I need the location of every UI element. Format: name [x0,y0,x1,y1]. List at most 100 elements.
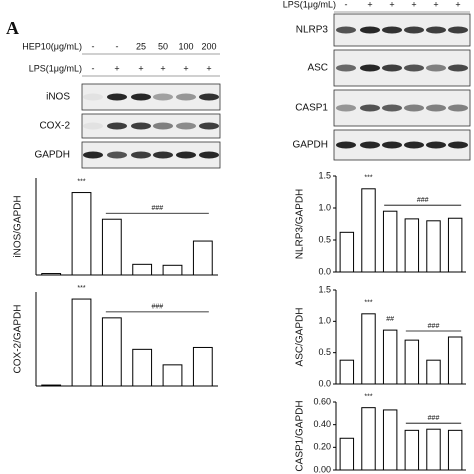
blot-band [153,151,173,159]
blot-band [336,26,356,34]
annotation: ### [151,304,163,311]
blot-band [360,64,380,72]
y-axis-label: NLRP3/GAPDH [295,189,306,260]
y-tick-label: 0.40 [313,419,331,429]
blot-band [426,64,446,72]
blot-band [131,93,151,101]
panel-label: A [6,18,19,38]
treatment-value: 100 [178,41,193,51]
annotation: *** [364,300,372,307]
y-axis-label: COX-2/GAPDH [13,305,24,374]
blot-band [336,64,356,72]
treatment-value: + [160,63,165,73]
bar [41,273,62,276]
bar [426,428,441,471]
bar [71,192,92,276]
blot-band [382,64,402,72]
treatment-value: 50 [158,41,168,51]
blot-row-label: iNOS [46,92,70,103]
y-tick-label: 0.0 [318,378,331,388]
y-axis-label: CASP1/GAPDH [295,400,306,471]
blot-band [448,26,468,34]
treatment-value: + [433,0,438,9]
blot-band [448,64,468,72]
bar [132,348,153,387]
blot-band [426,26,446,34]
y-tick-label: 0.0 [318,266,331,276]
bar [426,220,441,273]
blot-band [199,93,219,101]
blot-band [426,141,446,149]
bar [41,384,62,387]
blot-row-label: CASP1 [295,103,328,114]
blot-band [448,104,468,112]
y-axis-label: iNOS/GAPDH [13,195,24,257]
treatment-value: + [455,0,460,9]
y-tick-label: 0.20 [313,442,331,452]
blot-band [153,93,173,101]
y-tick-label: 0.60 [313,396,331,406]
bar [192,346,213,387]
blot-band [404,104,424,112]
blot-band [382,141,402,149]
bar [339,231,355,273]
treatment-value: + [138,63,143,73]
treatment-value: + [389,0,394,9]
blot-row-label: GAPDH [292,140,328,151]
treatment-value: - [92,63,95,73]
treatment-value: - [92,41,95,51]
blot-row-label: COX-2 [39,121,70,132]
bar [101,218,122,276]
bar [426,359,441,385]
bar [162,364,183,387]
treatment-value: 200 [201,41,216,51]
y-tick-label: 1.0 [318,316,331,326]
treatment-value: + [206,63,211,73]
treatment-label: LPS(1μg/mL) [283,0,336,9]
annotation: ## [386,316,394,323]
y-tick-label: 1.5 [318,284,331,294]
blot-band [153,122,173,130]
annotation: ### [428,415,440,422]
annotation: ### [151,205,163,212]
blot-band [107,122,127,130]
bar [382,210,398,273]
bar [339,359,355,385]
annotation: *** [364,175,372,182]
blot-row-label: GAPDH [34,150,70,161]
bar [404,218,420,273]
bar [361,407,376,471]
bar [404,429,420,471]
treatment-value: + [114,63,119,73]
y-tick-label: 1.5 [318,170,331,180]
bar [162,264,183,276]
bar [339,437,355,471]
bar [361,188,376,273]
blot-band [404,26,424,34]
blot-band [404,141,424,149]
blot-band [199,151,219,159]
blot-band [336,104,356,112]
bar [382,329,398,385]
blot-band [336,141,356,149]
blot-row-label: NLRP3 [296,25,329,36]
treatment-value: + [367,0,372,9]
blot-band [107,151,127,159]
treatment-value: + [183,63,188,73]
bar [361,313,376,385]
blot-band [83,122,103,130]
bar [447,336,463,385]
y-tick-label: 0.5 [318,234,331,244]
annotation: ### [428,323,440,330]
blot-band [382,104,402,112]
blot-band [83,151,103,159]
blot-band [131,151,151,159]
treatment-value: + [411,0,416,9]
annotation: *** [77,285,85,292]
blot-band [426,104,446,112]
blot-band [176,151,196,159]
blot-band [360,104,380,112]
bar [382,409,398,471]
blot-band [382,26,402,34]
